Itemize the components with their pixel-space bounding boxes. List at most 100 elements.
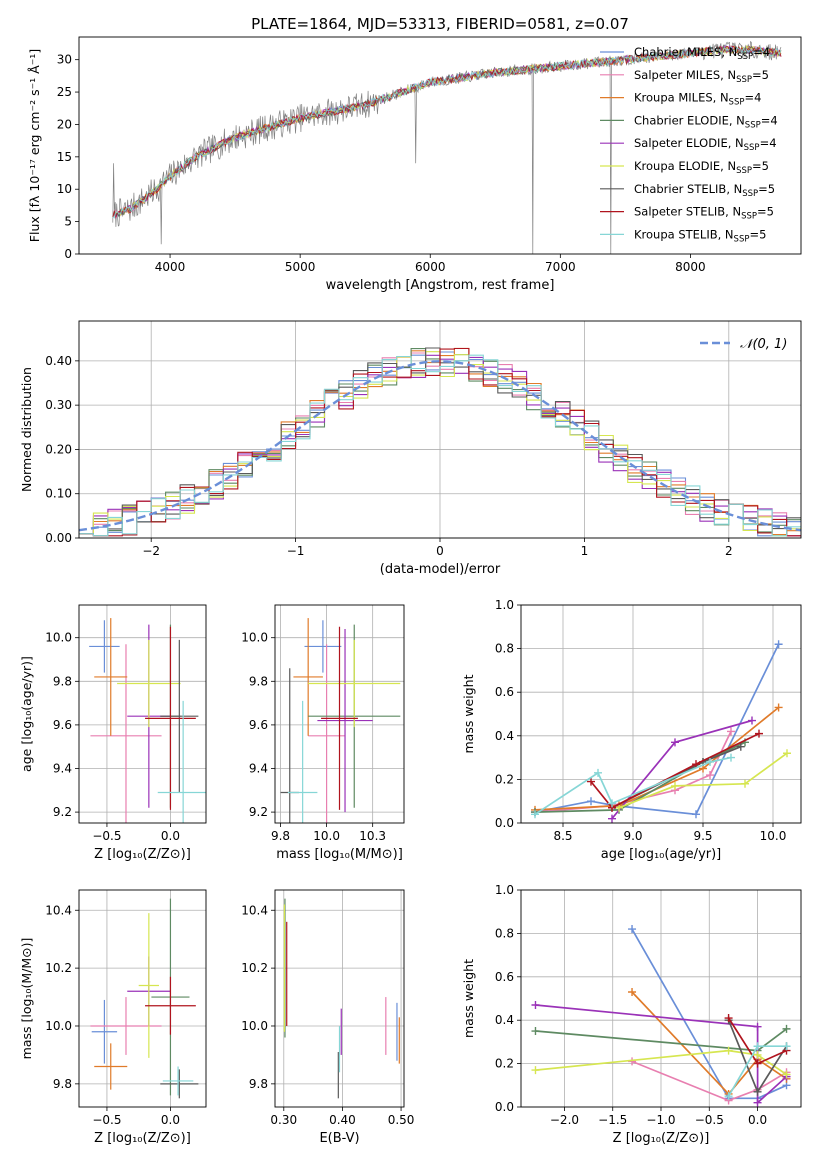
y-tick-label: 0.8 xyxy=(495,642,514,656)
y-tick-label: 9.8 xyxy=(249,1077,268,1091)
x-tick-label: 10.3 xyxy=(359,829,386,843)
y-tick-label: 0.40 xyxy=(45,354,72,368)
axes-frame xyxy=(520,604,802,824)
y-tick-label: 0.4 xyxy=(495,1013,514,1027)
weight-series-5 xyxy=(535,1049,787,1076)
weight-marker-5 xyxy=(741,779,749,788)
x-tick-label: 7000 xyxy=(545,260,576,274)
plot-area xyxy=(280,618,401,823)
weight-marker-1 xyxy=(727,727,735,736)
weight-marker-4 xyxy=(671,738,679,747)
y-tick-label: 10.0 xyxy=(241,631,268,645)
weight-marker-8 xyxy=(531,810,539,819)
axes-frame xyxy=(78,320,802,539)
y-tick-label: 0.2 xyxy=(495,1057,514,1071)
panel-mass-weight-vs-age: 8.5 9.0 9.5 10.0 0.0 0.2 0.4 0.6 0.8 1.0 age [log₁… xyxy=(461,598,802,862)
weight-marker-6 xyxy=(736,742,745,751)
axes-frame xyxy=(78,36,802,255)
y-tick-label: 10.0 xyxy=(45,1019,72,1033)
weight-marker-0 xyxy=(628,925,637,934)
y-tick-label: 10.2 xyxy=(45,961,72,975)
weight-marker-4 xyxy=(753,1022,762,1031)
y-tick-label: 10.4 xyxy=(45,903,72,917)
weight-marker-5 xyxy=(671,781,679,790)
x-tick-label: −1.5 xyxy=(598,1113,627,1127)
plot-area xyxy=(89,618,206,823)
legend-entry-gaussian: 𝒩(0, 1) xyxy=(740,337,787,352)
legend-entry-3: Chabrier ELODIE, NSSP=4 xyxy=(634,113,778,130)
y-tick-label: 25 xyxy=(57,85,72,99)
y-tick-label: 0.8 xyxy=(495,926,514,940)
x-axis-label: Z [log₁₀(Z/Z⊙)] xyxy=(94,847,191,862)
y-tick-label: 0.00 xyxy=(45,531,72,545)
legend-entry-6: Chabrier STELIB, NSSP=5 xyxy=(634,182,775,199)
panel-mass-vs-ebv: 0.30 0.40 0.50 9.8 10.0 10.2 10.4 E(B-V) xyxy=(241,889,414,1146)
y-tick-label: 9.6 xyxy=(249,718,268,732)
y-tick-label: 9.4 xyxy=(249,762,268,776)
weight-marker-5 xyxy=(531,1066,540,1075)
weight-marker-7 xyxy=(755,729,763,738)
weight-marker-7 xyxy=(724,1014,733,1023)
weight-marker-7 xyxy=(587,777,595,786)
weight-marker-8 xyxy=(753,1042,762,1051)
x-tick-label: 9.8 xyxy=(271,829,290,843)
y-tick-label: 5 xyxy=(64,215,72,229)
y-tick-label: 0.0 xyxy=(495,816,514,830)
model-spectrum-8 xyxy=(112,45,782,219)
weight-marker-1 xyxy=(706,771,714,780)
y-tick-label: 0.6 xyxy=(495,685,514,699)
weight-series-1 xyxy=(631,1060,787,1102)
plot-area xyxy=(79,347,801,537)
legend-entry-0: Chabrier MILES, NSSP=4 xyxy=(634,45,770,62)
x-axis-label: Z [log₁₀(Z/Z⊙)] xyxy=(613,1131,710,1146)
x-tick-label: −2 xyxy=(142,544,160,558)
plot-area xyxy=(531,640,791,823)
x-tick-label: 9.0 xyxy=(623,829,642,843)
y-tick-label: 10 xyxy=(57,182,72,196)
x-tick-label: 0.0 xyxy=(161,829,180,843)
x-tick-label: 6000 xyxy=(415,260,446,274)
weight-marker-8 xyxy=(727,753,735,762)
weight-marker-2 xyxy=(628,987,637,996)
weight-series-2 xyxy=(534,706,780,811)
y-tick-label: 9.6 xyxy=(53,718,72,732)
panel-mass-vs-Z: −0.5 0.0 9.8 10.0 10.2 10.4 Z [log₁₀(Z/Z⊙)] mas… xyxy=(19,889,207,1146)
x-tick-label: −1 xyxy=(287,544,305,558)
x-tick-label: 0.30 xyxy=(270,1113,297,1127)
weight-marker-0 xyxy=(587,797,595,806)
legend-entry-2: Kroupa MILES, NSSP=4 xyxy=(634,91,761,108)
y-tick-label: 0.4 xyxy=(495,729,514,743)
weight-marker-0 xyxy=(774,640,783,649)
y-axis-label: Flux [fλ 10⁻¹⁷ erg cm⁻² s⁻¹ Å⁻¹] xyxy=(27,49,42,242)
y-tick-label: 30 xyxy=(57,53,72,67)
gaussian-reference-line xyxy=(79,360,801,532)
weight-marker-3 xyxy=(531,1027,540,1036)
legend-entry-4: Salpeter ELODIE, NSSP=4 xyxy=(634,136,777,153)
y-tick-label: 9.8 xyxy=(249,674,268,688)
axes-frame xyxy=(274,604,405,824)
x-axis-label: Z [log₁₀(Z/Z⊙)] xyxy=(94,1131,191,1146)
y-tick-label: 10.0 xyxy=(241,1019,268,1033)
x-tick-label: 4000 xyxy=(155,260,186,274)
y-tick-label: 15 xyxy=(57,150,72,164)
weight-marker-4 xyxy=(753,1098,762,1107)
legend-entry-7: Salpeter STELIB, NSSP=5 xyxy=(634,205,774,222)
x-tick-label: 1 xyxy=(581,544,589,558)
x-tick-label: 2 xyxy=(725,544,733,558)
weight-marker-4 xyxy=(748,716,756,725)
x-tick-label: −1.0 xyxy=(646,1113,675,1127)
y-tick-label: 0.2 xyxy=(495,772,514,786)
weight-marker-4 xyxy=(608,814,616,823)
weight-marker-2 xyxy=(774,703,783,712)
residual-histogram-8 xyxy=(79,354,801,537)
x-axis-label: E(B-V) xyxy=(319,1131,359,1146)
plot-area xyxy=(531,925,791,1107)
x-tick-label: 10.0 xyxy=(760,829,787,843)
legend-entry-5: Kroupa ELODIE, NSSP=5 xyxy=(634,159,769,176)
y-tick-label: 0.30 xyxy=(45,398,72,412)
weight-marker-0 xyxy=(692,810,700,819)
y-axis-label: mass weight xyxy=(461,959,476,1038)
axes-frame xyxy=(78,889,207,1108)
panel-residuals: −2 −1 0 1 2 0.00 0.10 0.20 0.30 0.40 (data-model)/… xyxy=(19,320,802,577)
